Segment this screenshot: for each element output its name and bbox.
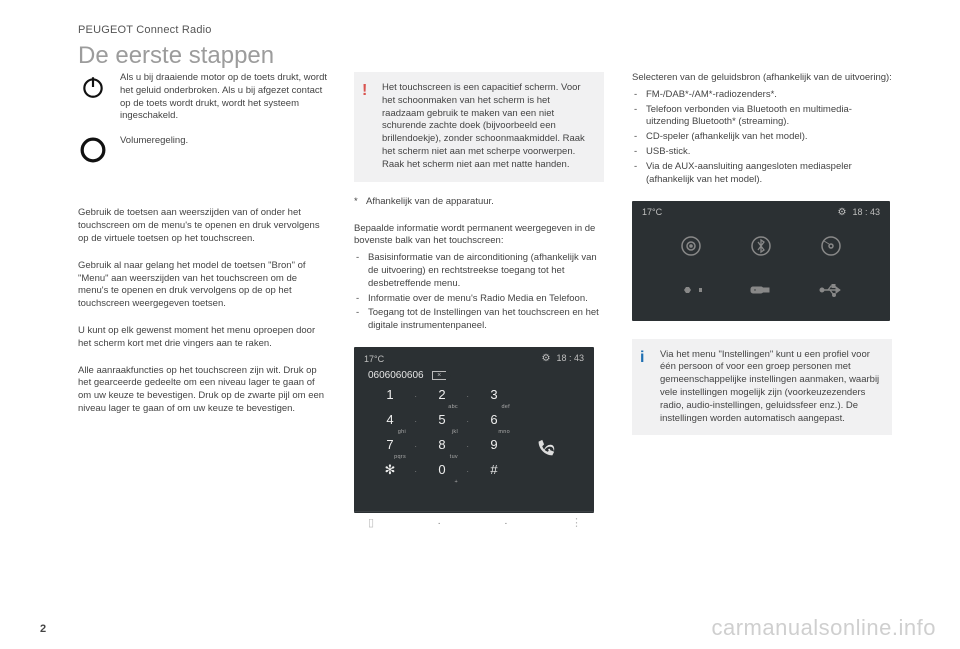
col1-p4: Alle aanraakfuncties op het touchscreen … — [78, 365, 328, 416]
info-text: Via het menu "Instellingen" kunt u een p… — [660, 349, 879, 424]
key-star[interactable]: ✻· — [370, 461, 410, 485]
key-7[interactable]: 7pqrs· — [370, 436, 410, 460]
row-volume-text: Volumeregeling. — [120, 135, 328, 148]
key-4[interactable]: 4ghi· — [370, 411, 410, 435]
status-time: 18 : 43 — [556, 353, 584, 363]
col3-bullets: FM-/DAB*-/AM*-radiozenders*. Telefoon ve… — [632, 89, 892, 187]
col2-bullet: Basisinformatie van de airconditioning (… — [354, 252, 604, 290]
col3-bullet: USB-stick. — [632, 146, 892, 159]
column-3: Selecteren van de geluidsbron (afhankeli… — [632, 72, 892, 449]
bluetooth-icon[interactable] — [747, 232, 775, 260]
col3-intro: Selecteren van de geluidsbron (afhankeli… — [632, 72, 892, 187]
status-temp: 17°C — [642, 206, 662, 218]
key-5[interactable]: 5jkl· — [422, 411, 462, 435]
backspace-icon[interactable]: × — [432, 371, 446, 380]
col2-bullet: Informatie over de menu's Radio Media en… — [354, 293, 604, 306]
menu-icon[interactable]: ⋮ — [571, 516, 582, 531]
manual-page: PEUGEOT Connect Radio De eerste stappen … — [0, 0, 960, 649]
row-power-text: Als u bij draaiende motor op de toets dr… — [120, 72, 328, 123]
breadcrumb: PEUGEOT Connect Radio — [78, 24, 212, 36]
col2-intro: Bepaalde informatie wordt permanent weer… — [354, 223, 604, 334]
dialer-screenshot: 17°C ⚙ 18 : 43 0606060606 × 1· 2abc· 3def… — [354, 347, 594, 513]
contacts-icon[interactable]: ▯ — [368, 516, 374, 531]
usb-symbol-icon[interactable] — [817, 276, 845, 304]
row-volume: Volumeregeling. — [78, 135, 328, 165]
col3-bullet: FM-/DAB*-/AM*-radiozenders*. — [632, 89, 892, 102]
dialer-footer: ▯ · · ⋮ — [354, 511, 594, 535]
page-number: 2 — [40, 623, 46, 635]
key-2[interactable]: 2abc· — [422, 386, 462, 410]
dialer-statusbar: 17°C ⚙ 18 : 43 — [354, 347, 594, 369]
info-icon: i — [640, 347, 644, 369]
key-9[interactable]: 9 — [474, 436, 514, 460]
column-1: Als u bij draaiende motor op de toets dr… — [78, 72, 328, 430]
col2-bullets: Basisinformatie van de airconditioning (… — [354, 252, 604, 333]
col3-bullet: Telefoon verbonden via Bluetooth en mult… — [632, 104, 892, 130]
key-1[interactable]: 1· — [370, 386, 410, 410]
sources-statusbar: 17°C ⚙ 18 : 43 — [632, 201, 890, 223]
key-3[interactable]: 3def — [474, 386, 514, 410]
key-hash[interactable]: # — [474, 461, 514, 485]
column-2: ! Het touchscreen is een capacitief sche… — [354, 72, 604, 513]
status-temp: 17°C — [364, 353, 384, 365]
keypad: 1· 2abc· 3def 4ghi· 5jkl· 6mno 7pqrs· 8t… — [364, 386, 514, 485]
col3-bullet: Via de AUX-aansluiting aangesloten media… — [632, 161, 892, 187]
footnote: *Afhankelijk van de apparatuur. — [354, 196, 604, 209]
dialer-number: 0606060606 — [368, 369, 424, 383]
col1-p3: U kunt op elk gewenst moment het menu op… — [78, 325, 328, 351]
key-8[interactable]: 8tuv· — [422, 436, 462, 460]
volume-dial-icon — [78, 135, 108, 165]
col1-p1: Gebruik de toetsen aan weerszijden van o… — [78, 207, 328, 245]
key-0[interactable]: 0+· — [422, 461, 462, 485]
footnote-text: Afhankelijk van de apparatuur. — [366, 196, 494, 207]
sources-screenshot: 17°C ⚙ 18 : 43 — [632, 201, 890, 321]
page-title: De eerste stappen — [78, 42, 274, 70]
key-6[interactable]: 6mno — [474, 411, 514, 435]
col2-bullet: Toegang tot de Instellingen van het touc… — [354, 307, 604, 333]
radio-icon[interactable] — [677, 232, 705, 260]
warning-icon: ! — [362, 80, 367, 102]
warning-callout: ! Het touchscreen is een capacitief sche… — [354, 72, 604, 182]
watermark: carmanualsonline.info — [711, 615, 936, 641]
warning-text: Het touchscreen is een capacitief scherm… — [382, 82, 585, 170]
power-icon — [78, 72, 108, 102]
row-power: Als u bij draaiende motor op de toets dr… — [78, 72, 328, 123]
info-callout: i Via het menu "Instellingen" kunt u een… — [632, 339, 892, 436]
gear-icon: ⚙ — [838, 207, 847, 218]
col2-intro-text: Bepaalde informatie wordt permanent weer… — [354, 223, 595, 247]
col3-bullet: CD-speler (afhankelijk van het model). — [632, 131, 892, 144]
disc-icon[interactable] — [817, 232, 845, 260]
dialer-display: 0606060606 × — [354, 369, 594, 387]
aux-jack-icon[interactable] — [677, 276, 705, 304]
status-time: 18 : 43 — [852, 207, 880, 217]
gear-icon: ⚙ — [542, 353, 551, 364]
usb-key-icon[interactable] — [747, 276, 775, 304]
col3-intro-text: Selecteren van de geluidsbron (afhankeli… — [632, 72, 892, 83]
col1-p2: Gebruik al naar gelang het model de toet… — [78, 260, 328, 311]
